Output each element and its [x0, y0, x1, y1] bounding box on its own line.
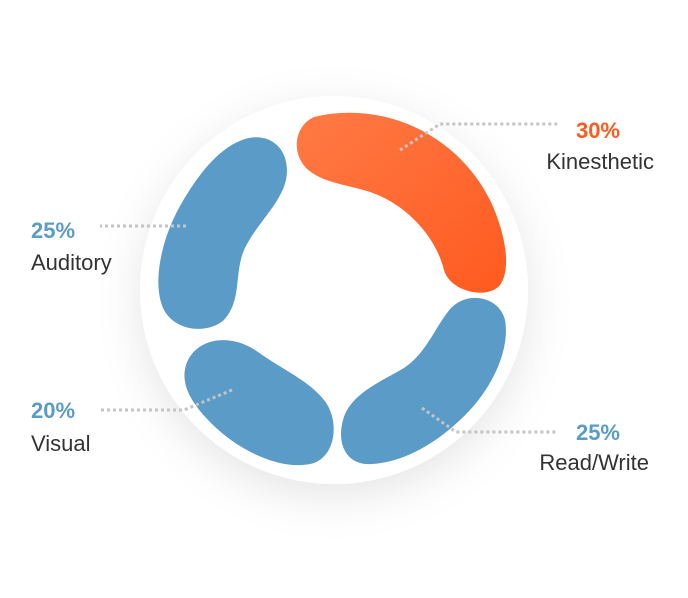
- slice-label-auditory: Auditory: [31, 250, 112, 275]
- slice-label-visual: Visual: [31, 431, 91, 456]
- slice-label-read-write: Read/Write: [539, 450, 649, 475]
- segment-visual: [184, 340, 334, 466]
- slice-value-read-write: 25%: [576, 420, 620, 445]
- slice-value-auditory: 25%: [31, 218, 75, 243]
- segment-kinesthetic: [296, 112, 507, 293]
- slice-label-kinesthetic: Kinesthetic: [546, 149, 654, 174]
- slice-value-visual: 20%: [31, 398, 75, 423]
- segment-read-write: [341, 297, 506, 465]
- leader-line-read-write: [421, 406, 558, 434]
- leader-line-kinesthetic: [399, 122, 558, 152]
- leader-line-visual: [100, 388, 233, 412]
- segment-auditory: [158, 137, 287, 329]
- slice-value-kinesthetic: 30%: [576, 118, 620, 143]
